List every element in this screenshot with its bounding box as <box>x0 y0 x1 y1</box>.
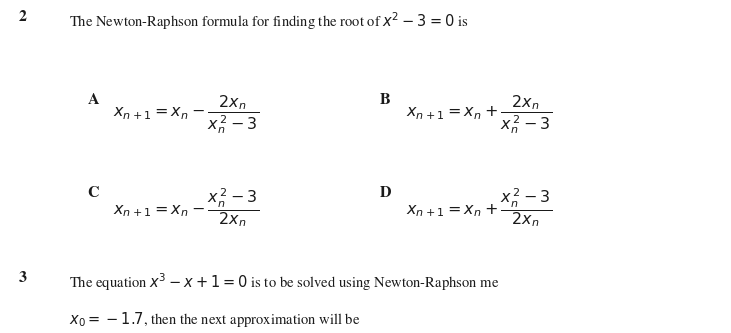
Text: B: B <box>380 93 391 107</box>
Text: $x_{n+1}=x_n+\dfrac{x_n^{\,2}-3}{2x_n}$: $x_{n+1}=x_n+\dfrac{x_n^{\,2}-3}{2x_n}$ <box>406 186 552 229</box>
Text: C: C <box>88 186 99 200</box>
Text: 2: 2 <box>18 10 26 24</box>
Text: $x_{n+1}=x_n-\dfrac{2x_n}{x_n^{\,2}-3}$: $x_{n+1}=x_n-\dfrac{2x_n}{x_n^{\,2}-3}$ <box>113 93 260 136</box>
Text: 3: 3 <box>18 271 26 285</box>
Text: The Newton-Raphson formula for finding the root of $x^2-3=0$ is: The Newton-Raphson formula for finding t… <box>69 10 469 32</box>
Text: $x_0=-1.7$, then the next approximation will be: $x_0=-1.7$, then the next approximation … <box>69 310 361 329</box>
Text: A: A <box>88 93 99 107</box>
Text: $x_{n+1}=x_n-\dfrac{x_n^{\,2}-3}{2x_n}$: $x_{n+1}=x_n-\dfrac{x_n^{\,2}-3}{2x_n}$ <box>113 186 260 229</box>
Text: The equation $x^3-x+1=0$ is to be solved using Newton-Raphson me: The equation $x^3-x+1=0$ is to be solved… <box>69 271 500 293</box>
Text: D: D <box>380 186 392 200</box>
Text: $x_{n+1}=x_n+\dfrac{2x_n}{x_n^{\,2}-3}$: $x_{n+1}=x_n+\dfrac{2x_n}{x_n^{\,2}-3}$ <box>406 93 552 136</box>
